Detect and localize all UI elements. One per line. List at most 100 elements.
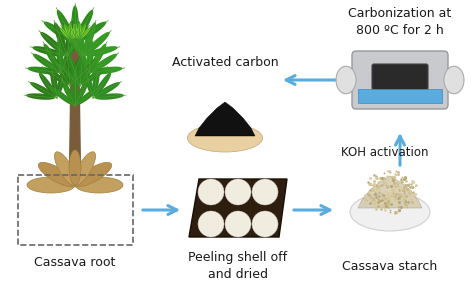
Point [410,184,417,189]
Point [363,198,370,202]
Point [368,200,375,204]
Point [388,188,396,193]
Ellipse shape [27,66,59,74]
Point [387,196,395,200]
Point [382,176,389,181]
Polygon shape [189,179,287,237]
Point [395,200,403,205]
Point [402,192,410,197]
Point [367,195,374,200]
Point [394,199,402,204]
Ellipse shape [95,93,124,100]
Point [366,188,374,192]
Point [396,179,404,183]
Point [382,204,389,209]
Circle shape [252,179,278,205]
Ellipse shape [61,42,74,71]
Point [389,190,397,194]
Point [377,182,384,187]
Point [372,206,379,211]
Ellipse shape [76,42,89,71]
Point [366,181,374,186]
Ellipse shape [444,66,464,94]
Point [383,204,391,208]
Ellipse shape [73,24,79,39]
Point [372,199,380,203]
Ellipse shape [51,87,73,105]
Point [409,195,416,199]
Point [371,181,378,186]
Point [383,191,391,196]
Ellipse shape [78,23,81,39]
Point [398,177,405,181]
Ellipse shape [76,21,84,54]
Point [378,195,386,200]
Polygon shape [70,38,81,175]
Point [405,192,412,196]
Point [401,190,409,195]
Point [375,186,383,191]
Point [394,185,401,190]
Point [376,184,383,188]
Point [403,205,410,210]
Point [378,197,386,202]
Ellipse shape [83,22,96,54]
Point [383,190,390,195]
Point [410,190,417,194]
Point [408,200,416,204]
Point [370,179,378,184]
Point [396,208,403,213]
Point [382,208,389,212]
Point [387,184,395,188]
Point [402,201,410,206]
Ellipse shape [77,22,106,42]
Ellipse shape [56,39,63,71]
Point [390,175,398,179]
Point [382,196,389,201]
Point [387,191,394,195]
Point [401,177,409,181]
Text: Cassava root: Cassava root [34,257,116,270]
Ellipse shape [336,66,356,94]
Ellipse shape [81,58,96,84]
Ellipse shape [94,73,111,97]
Bar [358,89,442,103]
Circle shape [225,179,251,205]
Ellipse shape [69,150,81,185]
Ellipse shape [76,87,99,105]
Point [372,182,380,187]
Text: KOH activation: KOH activation [341,145,429,158]
Point [401,189,409,194]
Point [385,192,393,197]
Point [379,182,387,186]
Point [398,179,405,184]
Text: Activated carbon: Activated carbon [172,55,278,68]
Point [394,181,401,186]
Circle shape [225,211,251,237]
Point [397,204,404,209]
Point [402,202,410,207]
Circle shape [252,211,278,237]
Point [377,200,384,205]
Point [390,188,398,193]
Ellipse shape [72,5,79,40]
Ellipse shape [73,152,96,185]
Point [371,199,378,204]
Point [366,201,374,205]
Point [376,179,383,184]
Point [370,201,377,206]
Ellipse shape [68,27,88,54]
Point [361,197,369,201]
Ellipse shape [54,22,67,54]
Polygon shape [195,102,255,136]
Point [402,193,410,198]
Point [374,199,382,204]
Point [382,201,389,206]
Point [403,194,410,198]
Point [405,181,412,186]
Point [385,197,392,202]
Point [381,171,388,175]
Text: Carbonization at
800 ºC for 2 h: Carbonization at 800 ºC for 2 h [348,7,452,37]
Ellipse shape [61,79,75,104]
Ellipse shape [56,68,66,96]
